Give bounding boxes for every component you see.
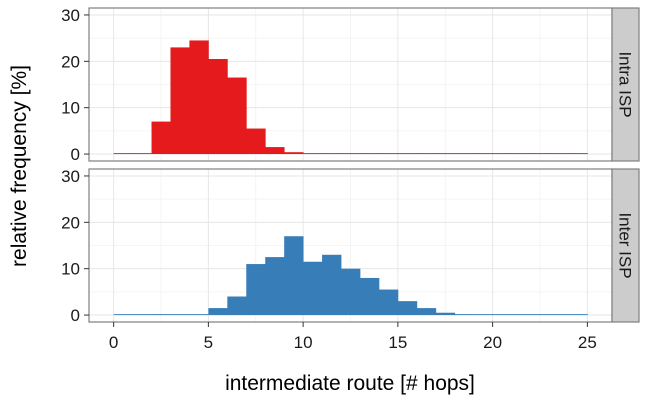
facet-strip-label: Inter ISP bbox=[616, 212, 635, 278]
x-tick-label: 25 bbox=[578, 333, 597, 352]
bar bbox=[284, 236, 304, 316]
y-tick-label: 0 bbox=[71, 306, 80, 325]
x-axis-title: intermediate route [# hops] bbox=[225, 372, 475, 395]
bar bbox=[189, 314, 209, 316]
bar bbox=[113, 153, 133, 155]
bar bbox=[492, 153, 512, 155]
bar bbox=[473, 314, 494, 316]
bar bbox=[492, 314, 512, 316]
bar bbox=[246, 264, 266, 316]
bar bbox=[303, 153, 323, 155]
bar bbox=[454, 153, 475, 155]
bar bbox=[208, 308, 228, 316]
bar bbox=[530, 314, 550, 316]
bar bbox=[208, 59, 228, 155]
bar bbox=[435, 153, 456, 155]
y-axis-title: relative frequency [%] bbox=[8, 65, 31, 267]
bar bbox=[397, 301, 418, 316]
bar bbox=[246, 128, 266, 155]
y-tick-label: 10 bbox=[61, 260, 80, 279]
bar bbox=[341, 153, 361, 155]
bar bbox=[378, 289, 399, 316]
bar bbox=[151, 314, 171, 316]
bar bbox=[265, 147, 285, 155]
bar bbox=[151, 121, 171, 155]
panels: 0 10 20 30 Intra ISP 0 10 20 30 Inter ISP bbox=[61, 6, 640, 325]
bar bbox=[416, 308, 437, 316]
facet-strip-label: Intra ISP bbox=[616, 51, 635, 117]
facet-strip-background bbox=[611, 168, 640, 323]
bar bbox=[549, 153, 569, 155]
bar bbox=[511, 153, 531, 155]
facet-strip: Inter ISP bbox=[611, 168, 640, 323]
facet-strip-background bbox=[611, 7, 640, 162]
y-tick-label: 30 bbox=[61, 167, 80, 186]
bar bbox=[549, 314, 569, 316]
bar bbox=[511, 314, 531, 316]
bar bbox=[435, 312, 456, 316]
bar bbox=[416, 153, 437, 155]
x-tick-label: 10 bbox=[294, 333, 313, 352]
bar bbox=[568, 153, 588, 155]
y-tick-label: 30 bbox=[61, 6, 80, 25]
y-tick-label: 20 bbox=[61, 52, 80, 71]
bar bbox=[378, 153, 399, 155]
bar bbox=[473, 153, 494, 155]
x-tick-label: 20 bbox=[483, 333, 502, 352]
bar bbox=[189, 40, 209, 155]
bar bbox=[454, 314, 475, 316]
x-tick-label: 0 bbox=[109, 333, 118, 352]
bar bbox=[113, 314, 133, 316]
x-axis: 0 5 10 15 20 25 bbox=[109, 322, 597, 352]
facet-strip: Intra ISP bbox=[611, 7, 640, 162]
bar bbox=[170, 314, 190, 316]
panel-inter-isp: 0 10 20 30 Inter ISP bbox=[61, 167, 640, 325]
bar bbox=[341, 268, 361, 316]
bar bbox=[132, 314, 152, 316]
y-tick-label: 20 bbox=[61, 213, 80, 232]
bar bbox=[322, 254, 342, 316]
bar bbox=[322, 153, 342, 155]
y-tick-label: 0 bbox=[71, 145, 80, 164]
bar bbox=[397, 153, 418, 155]
bar bbox=[170, 47, 190, 155]
x-tick-label: 5 bbox=[204, 333, 213, 352]
bar bbox=[359, 277, 380, 316]
bar bbox=[530, 153, 550, 155]
bar bbox=[303, 261, 323, 316]
x-tick-label: 15 bbox=[388, 333, 407, 352]
bar bbox=[227, 77, 247, 155]
bar bbox=[227, 296, 247, 316]
y-tick-label: 10 bbox=[61, 99, 80, 118]
bar bbox=[359, 153, 380, 155]
bar bbox=[568, 314, 588, 316]
bar bbox=[132, 153, 152, 155]
bar bbox=[284, 152, 304, 155]
panel-intra-isp: 0 10 20 30 Intra ISP bbox=[61, 6, 640, 164]
bar bbox=[265, 257, 285, 316]
